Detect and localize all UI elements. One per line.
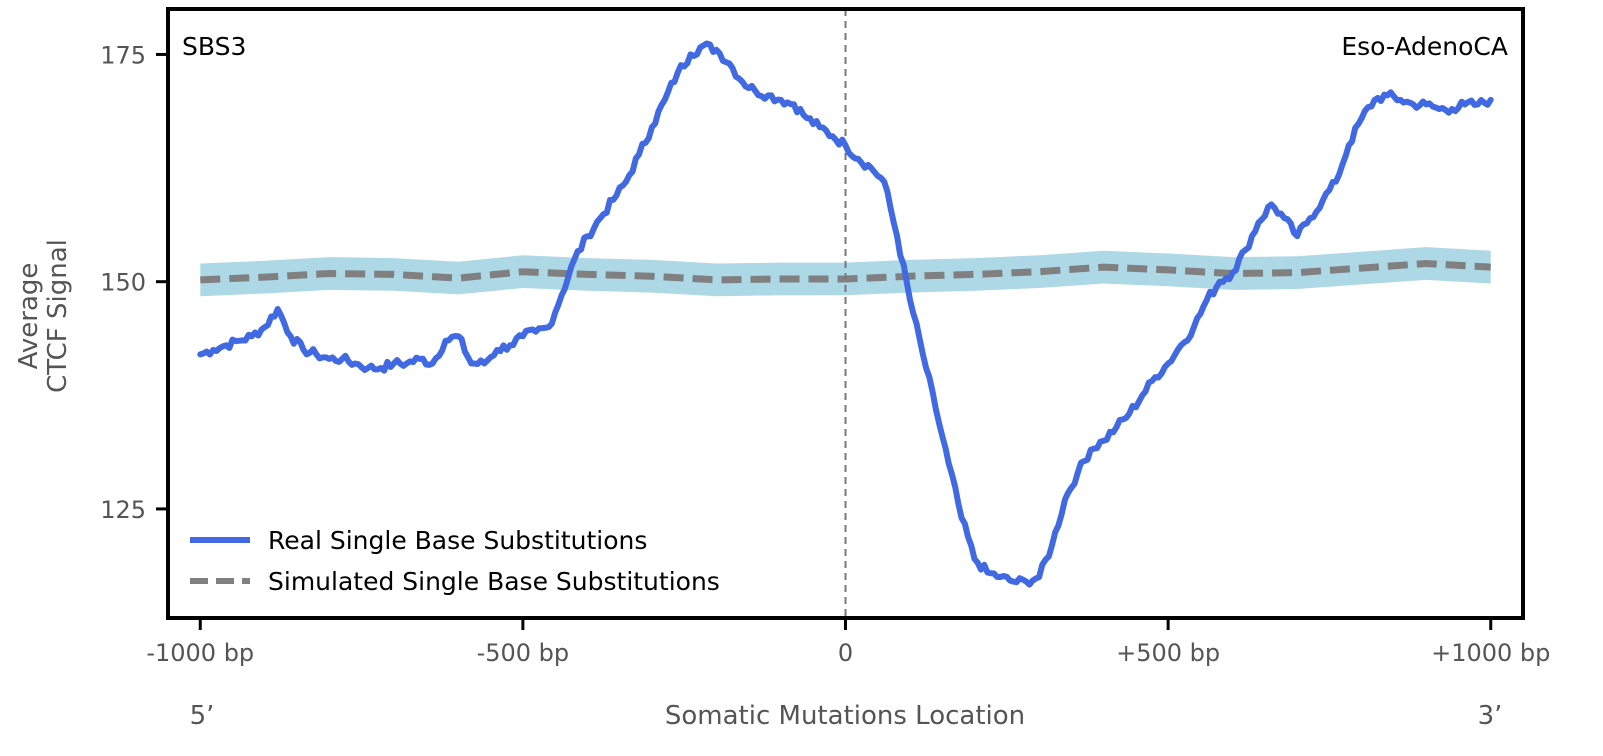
y-axis-title-line-2: CTCF Signal <box>43 239 73 393</box>
x-tick-label: +1000 bp <box>1431 639 1550 667</box>
y-tick-label: 175 <box>100 41 146 69</box>
real-series-line <box>197 40 1494 588</box>
x-axis-title: Somatic Mutations Location <box>665 701 1025 731</box>
legend: Real Single Base Substitutions Simulated… <box>190 526 720 596</box>
five-prime-label: 5’ <box>190 701 215 731</box>
x-tick-label: -1000 bp <box>146 639 254 667</box>
x-tick-label: -500 bp <box>477 639 570 667</box>
legend-simulated-label: Simulated Single Base Substitutions <box>268 567 720 596</box>
plot-area <box>197 9 1494 618</box>
signature-label: SBS3 <box>182 32 246 61</box>
x-tick-label: +500 bp <box>1116 639 1220 667</box>
x-tick-label: 0 <box>838 639 853 667</box>
y-tick-label: 150 <box>100 269 146 297</box>
simulated-confidence-band <box>200 247 1491 297</box>
three-prime-label: 3’ <box>1478 701 1503 731</box>
legend-real-label: Real Single Base Substitutions <box>268 526 647 555</box>
cancer-type-label: Eso-AdenoCA <box>1341 32 1508 61</box>
y-tick-label: 125 <box>100 496 146 524</box>
axes: -1000 bp -500 bp 0 +500 bp +1000 bp 125 150 175 <box>100 41 1550 667</box>
y-axis-title-line-1: Average <box>14 263 44 370</box>
